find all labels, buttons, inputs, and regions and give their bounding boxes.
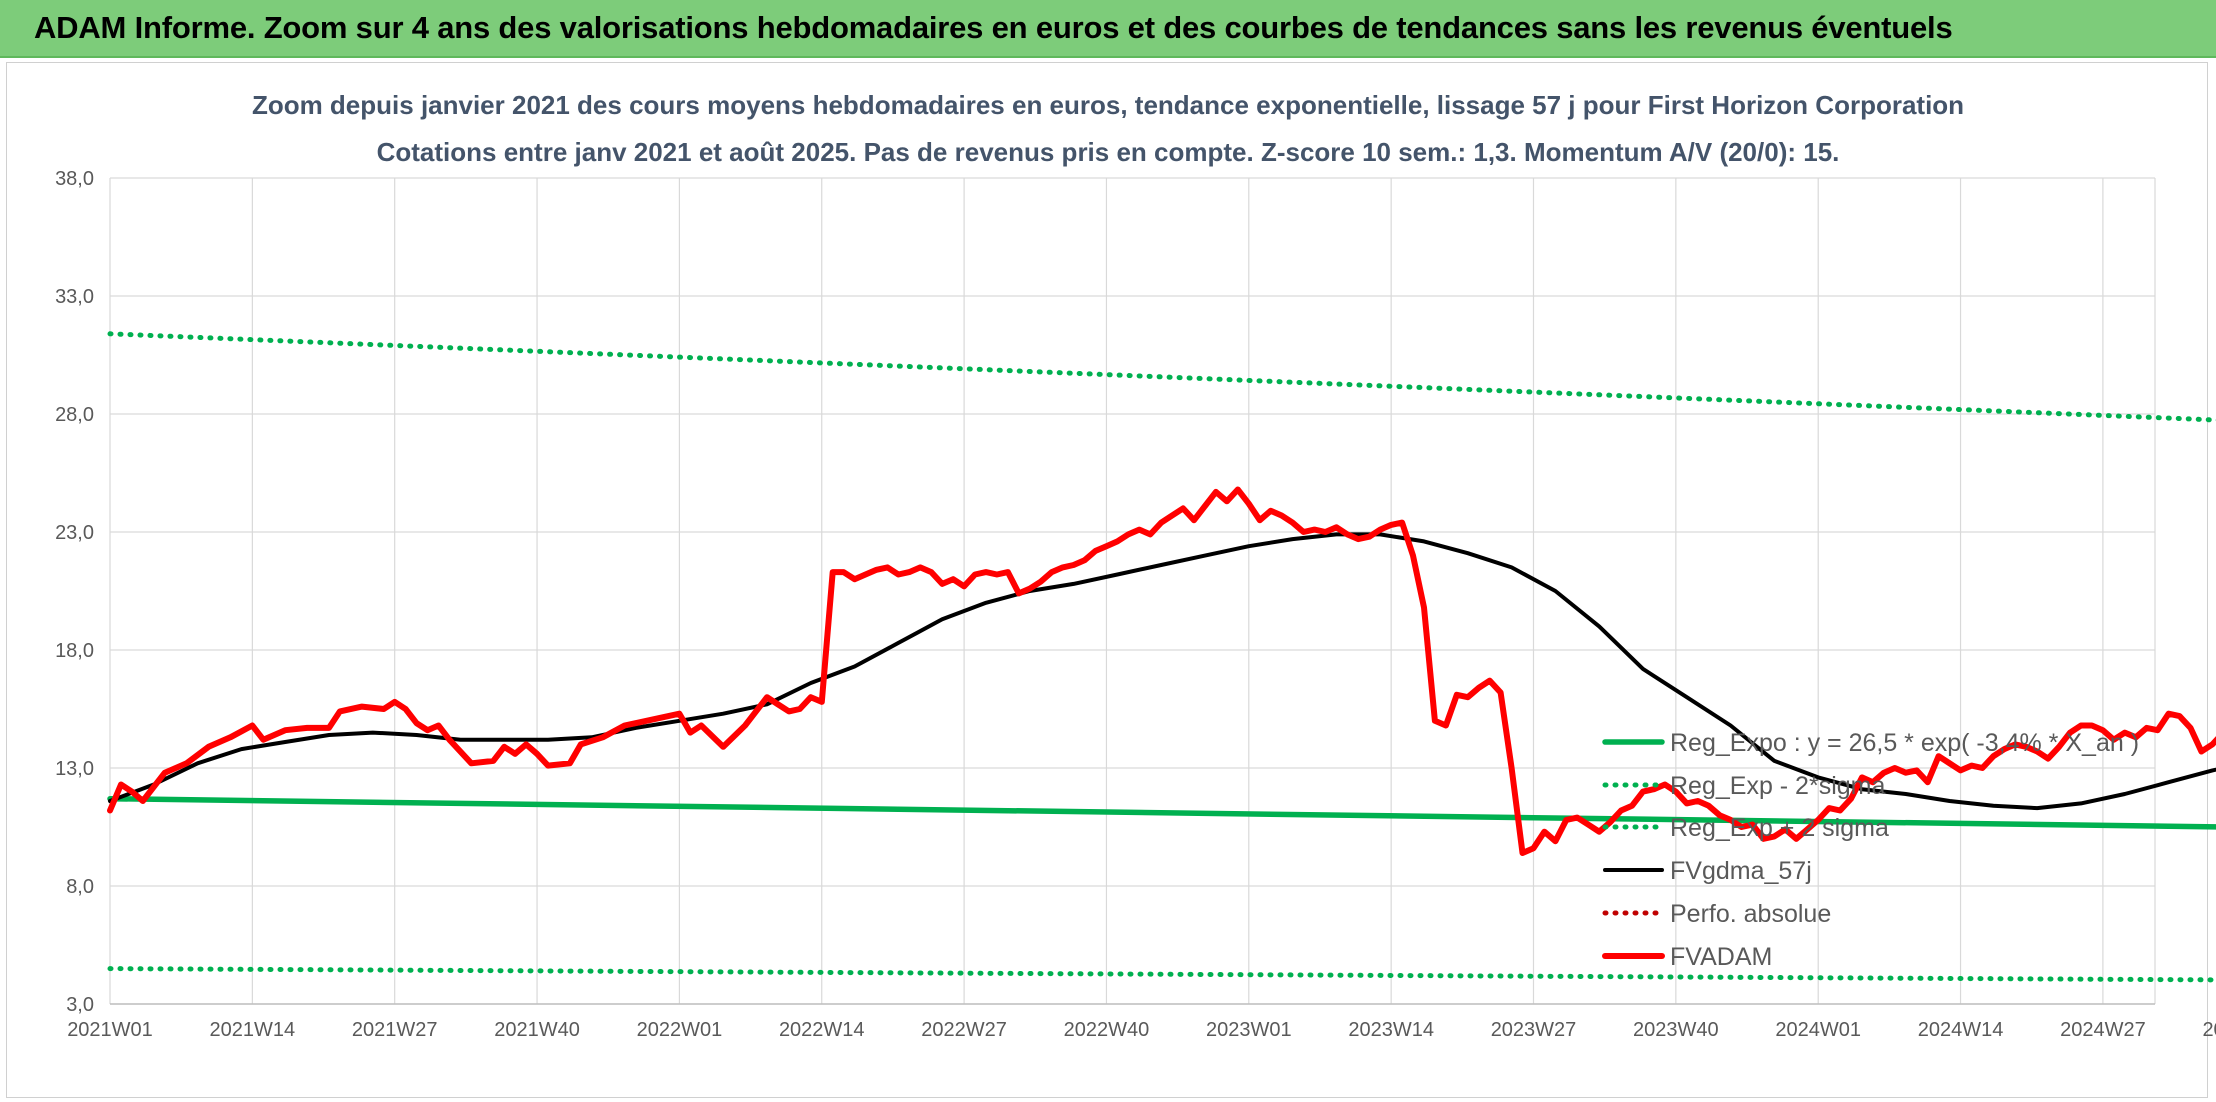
series-line-0 [107,795,2216,830]
legend-label: Reg_Exp - 2*sigma [1670,772,1885,800]
series-line-2 [107,331,2216,423]
legend: Reg_Expo : y = 26,5 * exp( -3,4% * X_an … [1602,729,2139,971]
y-tick-label: 28,0 [55,404,94,426]
report-title: ADAM Informe. Zoom sur 4 ans des valoris… [34,10,1953,45]
x-tick-label: 2023W27 [1491,1019,1577,1041]
y-tick-label: 8,0 [66,876,94,898]
x-tick-label: 2022W27 [921,1019,1007,1041]
x-tick-label: 2024W40 [2202,1019,2216,1041]
y-tick-label: 18,0 [55,640,94,662]
series-line-5 [107,486,2216,856]
y-tick-label: 13,0 [55,758,94,780]
y-tick-label: 33,0 [55,286,94,308]
x-tick-label: 2024W01 [1775,1019,1861,1041]
x-tick-label: 2023W14 [1348,1019,1434,1041]
x-tick-label: 2022W01 [637,1019,723,1041]
series-line-3 [108,532,2216,811]
series-lines [107,331,2216,983]
y-axis: 3,0 8,0 13,0 18,0 23,0 28,0 33,0 38,0 [55,168,94,1016]
x-tick-label: 2021W14 [210,1019,296,1041]
x-tick-label: 2024W14 [1918,1019,2004,1041]
legend-label: FVADAM [1670,943,1772,971]
x-tick-label: 2021W27 [352,1019,438,1041]
report-banner: ADAM Informe. Zoom sur 4 ans des valoris… [0,0,2216,58]
series-line-1 [107,966,2216,983]
x-tick-label: 2023W40 [1633,1019,1719,1041]
y-tick-label: 38,0 [55,168,94,190]
legend-label: Perfo. absolue [1670,900,1831,928]
x-tick-label: 2023W01 [1206,1019,1292,1041]
chart-title: Zoom depuis janvier 2021 des cours moyen… [251,90,1965,120]
grid-lines [109,177,2156,1005]
x-tick-label: 2021W01 [67,1019,153,1041]
legend-label: Reg_Expo : y = 26,5 * exp( -3,4% * X_an … [1670,729,2139,757]
legend-label: Reg_Exp + 2 sigma [1670,814,1889,842]
x-axis: 2021W01 2021W14 2021W27 2021W40 2022W01 2022W… [67,1003,2216,1041]
y-tick-label: 3,0 [66,994,94,1016]
y-tick-label: 23,0 [55,522,94,544]
x-tick-label: 2022W40 [1064,1019,1150,1041]
chart-frame [6,62,2208,1098]
x-tick-label: 2021W40 [494,1019,580,1041]
legend-label: FVgdma_57j [1670,857,1812,885]
x-tick-label: 2024W27 [2060,1019,2146,1041]
chart-subtitle: Cotations entre janv 2021 et août 2025. … [376,137,1840,167]
x-tick-label: 2022W14 [779,1019,865,1041]
